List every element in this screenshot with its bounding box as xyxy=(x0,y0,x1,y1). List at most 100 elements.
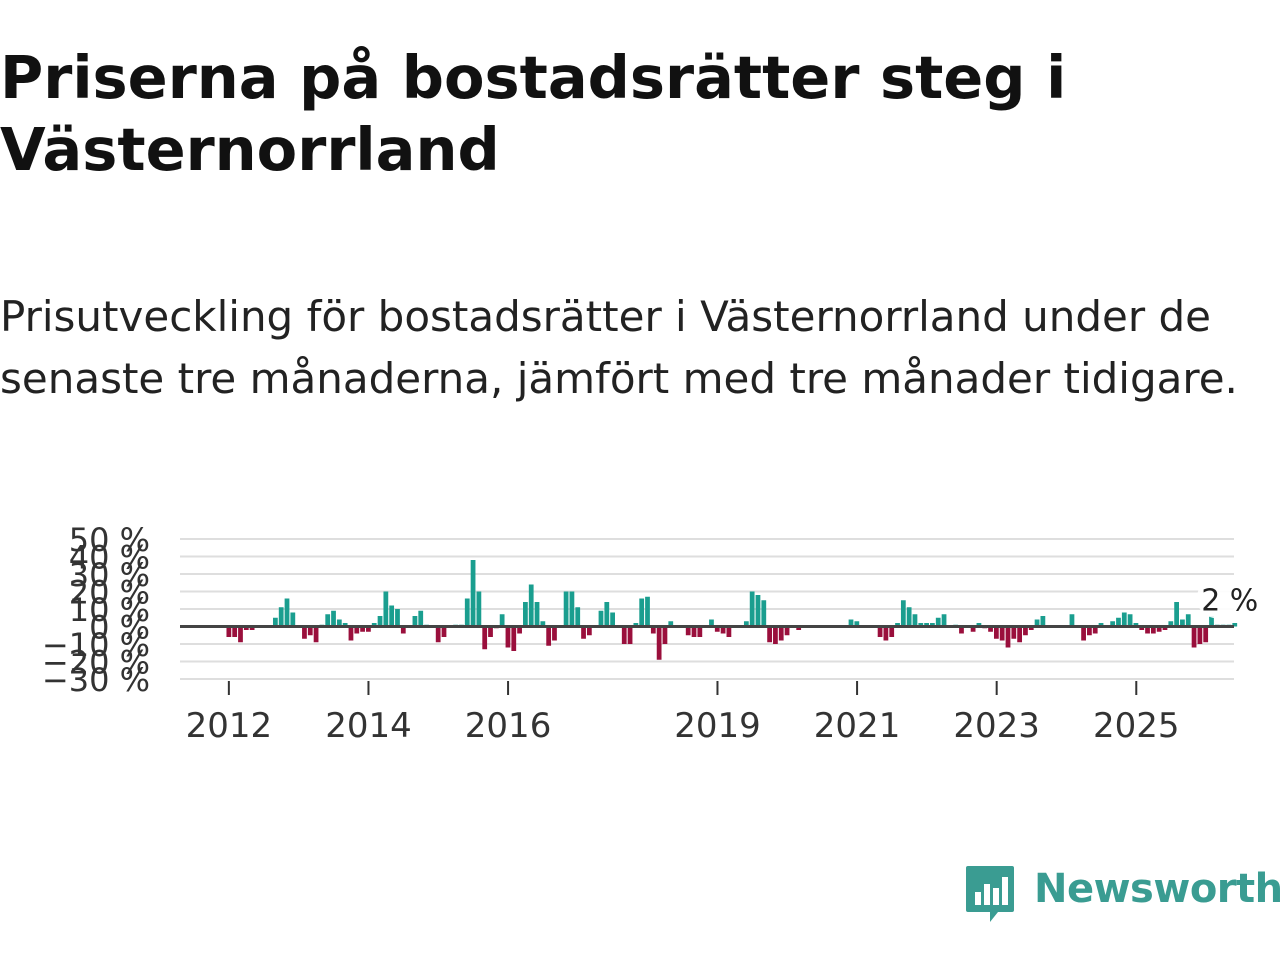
data-bar xyxy=(499,614,505,627)
x-tick-label: 2016 xyxy=(465,706,552,746)
y-tick-label: 10 % xyxy=(69,591,150,629)
data-bar xyxy=(505,626,511,648)
last-value-annotation: 2 % xyxy=(1196,578,1263,619)
data-bar xyxy=(912,614,918,627)
data-bar xyxy=(342,623,348,627)
data-bar xyxy=(627,626,633,644)
y-tick-label: 20 % xyxy=(69,574,150,612)
data-bar xyxy=(1168,621,1174,627)
page-subtitle: Prisutveckling för bostadsrätter i Väste… xyxy=(0,292,1238,403)
data-bar xyxy=(650,626,656,634)
data-bar xyxy=(685,626,691,636)
data-bar xyxy=(1028,626,1034,630)
data-bar xyxy=(546,626,552,646)
data-bar xyxy=(1145,626,1150,634)
data-bar xyxy=(517,626,522,634)
annotation-background xyxy=(1196,578,1263,619)
data-bar xyxy=(854,621,860,627)
data-bar xyxy=(418,610,424,627)
data-bar xyxy=(581,626,586,639)
data-bar xyxy=(1127,614,1133,627)
data-bar xyxy=(1011,626,1017,639)
data-bar xyxy=(1203,626,1209,643)
grid-lines xyxy=(180,538,1234,680)
data-bar xyxy=(360,626,365,632)
data-bar xyxy=(249,626,255,630)
data-bar xyxy=(435,626,441,643)
y-tick-label: 0 % xyxy=(89,609,150,647)
data-bar xyxy=(528,584,534,627)
data-bar xyxy=(226,626,232,637)
data-bar xyxy=(1180,619,1185,627)
data-bar xyxy=(889,626,895,637)
data-bar xyxy=(755,595,761,627)
data-bar xyxy=(726,626,732,637)
data-bar xyxy=(232,626,238,637)
data-bar xyxy=(412,616,418,627)
data-bar xyxy=(767,626,772,643)
data-bar xyxy=(307,626,313,636)
data-bar xyxy=(366,626,371,632)
data-bar xyxy=(749,591,755,627)
data-bar xyxy=(1087,626,1092,636)
data-bar xyxy=(662,626,668,644)
data-bar xyxy=(284,598,290,627)
data-bar xyxy=(290,612,296,627)
data-bar xyxy=(970,626,976,632)
data-bar xyxy=(1197,626,1203,644)
data-bar xyxy=(883,626,889,641)
data-bar xyxy=(941,614,947,627)
data-bar xyxy=(709,619,714,627)
data-bar xyxy=(586,626,592,636)
data-bar xyxy=(354,626,360,634)
data-bar xyxy=(1139,626,1145,630)
data-bar xyxy=(784,626,790,636)
x-axis-ticks: 2012 2014 2016 2019 2021 2023 2025 xyxy=(186,681,1180,746)
x-tick-label: 2019 xyxy=(674,706,761,746)
data-bar xyxy=(1098,623,1104,627)
data-bar xyxy=(470,560,476,627)
data-bar xyxy=(488,626,493,637)
data-bar xyxy=(720,626,726,634)
data-bar xyxy=(400,626,406,634)
data-bar xyxy=(377,616,383,627)
data-bar xyxy=(1017,626,1023,643)
data-bar xyxy=(540,621,546,627)
data-bar xyxy=(1121,612,1127,627)
data-bar xyxy=(988,626,993,632)
y-tick-label: −20 % xyxy=(42,644,150,682)
data-bar xyxy=(877,626,883,637)
data-bar xyxy=(714,626,720,632)
data-bar xyxy=(336,619,342,627)
data-bar xyxy=(976,623,982,627)
data-bar xyxy=(761,600,767,627)
data-bar xyxy=(906,607,912,627)
data-bar xyxy=(610,612,615,627)
data-bar xyxy=(278,607,284,627)
data-bar xyxy=(1069,614,1075,627)
data-bar xyxy=(569,591,575,627)
data-bar xyxy=(1023,626,1028,636)
data-bar xyxy=(935,617,941,627)
y-tick-label: 50 % xyxy=(69,521,150,559)
data-bar xyxy=(924,623,929,627)
data-bar xyxy=(575,607,581,627)
data-bar xyxy=(1185,614,1191,627)
data-bar xyxy=(743,621,749,627)
data-bar xyxy=(1156,626,1162,632)
data-bar xyxy=(563,591,569,627)
data-bar xyxy=(325,614,331,627)
data-bar xyxy=(633,623,639,627)
data-bar xyxy=(534,602,540,627)
data-bar xyxy=(395,609,400,627)
data-bar xyxy=(993,626,999,639)
data-bar xyxy=(441,626,447,637)
data-bar xyxy=(773,626,778,644)
data-bar xyxy=(959,626,964,634)
data-bar xyxy=(302,626,307,639)
data-bar xyxy=(900,600,906,627)
data-bar xyxy=(464,598,470,627)
data-bar xyxy=(796,626,802,630)
data-bar xyxy=(523,602,528,627)
x-tick-label: 2021 xyxy=(814,706,901,746)
